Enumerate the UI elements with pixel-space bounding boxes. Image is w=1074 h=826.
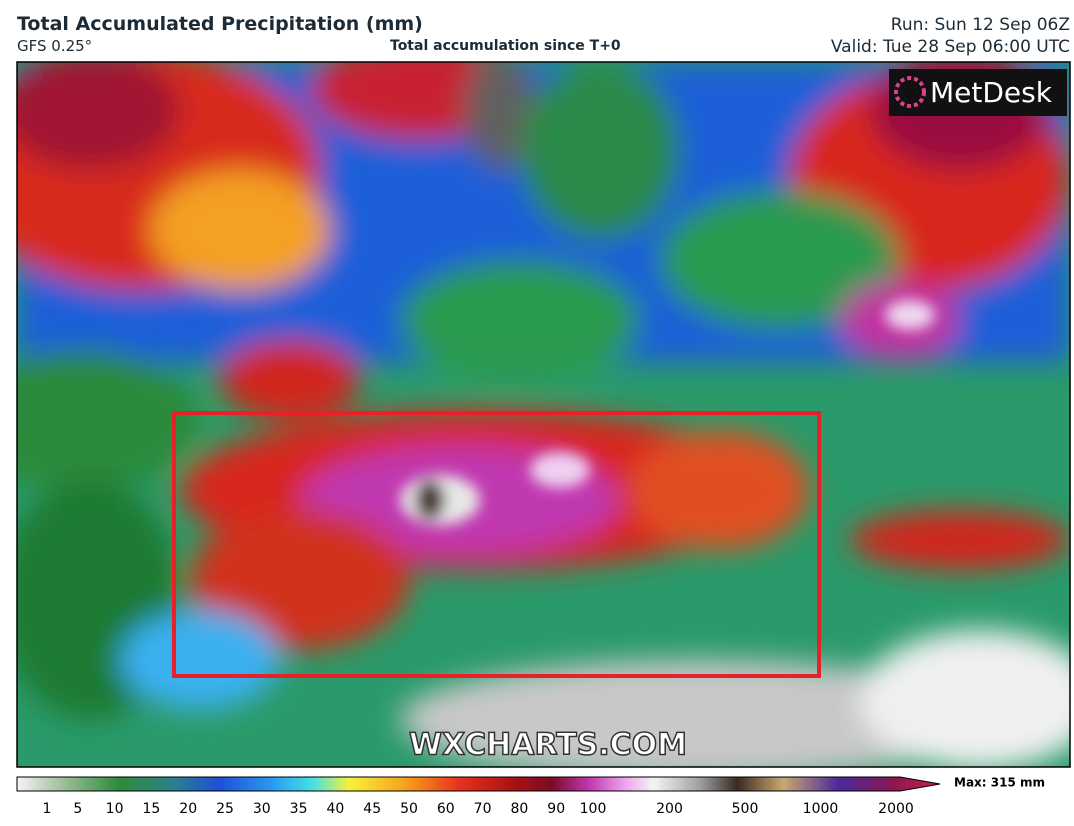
colorbar-tick-label: 200 <box>656 801 683 817</box>
logo-box <box>889 69 1067 116</box>
colorbar-tick-label: 1 <box>43 801 52 817</box>
colorbar-tick-label: 100 <box>580 801 607 817</box>
colorbar-tick-label: 5 <box>73 801 82 817</box>
colorbar-tick-label: 40 <box>326 801 344 817</box>
colorbar-tick-label: 1000 <box>803 801 839 817</box>
colorbar-ticks: 1 5 10 15 20 25 30 35 40 45 50 60 70 80 90 100 200 500 100… <box>43 801 914 817</box>
precip-field <box>17 62 1070 767</box>
colorbar-tick-label: 35 <box>290 801 308 817</box>
colorbar-tick-label: 500 <box>732 801 759 817</box>
run: Run: Sun 12 Sep 06Z <box>890 15 1070 35</box>
colorbar-tick-label: 15 <box>142 801 160 817</box>
logo-icon <box>894 76 926 108</box>
title: Total Accumulated Precipitation (mm) <box>17 13 423 35</box>
colorbar-tick-label: 45 <box>363 801 381 817</box>
colorbar-tick-label: 2000 <box>878 801 914 817</box>
colorbar-tick-label: 50 <box>400 801 418 817</box>
colorbar-tick-label: 90 <box>547 801 565 817</box>
model: GFS 0.25° <box>17 37 93 55</box>
colorbar-tick-label: 25 <box>216 801 234 817</box>
colorbar <box>16 776 941 792</box>
colorbar-tick-label: 60 <box>437 801 455 817</box>
logo-text: MetDesk <box>930 76 1053 109</box>
colorbar-tick-label: 10 <box>106 801 124 817</box>
colorbar-tick-label: 70 <box>474 801 492 817</box>
colorbar-tick-label: 30 <box>253 801 271 817</box>
highlight-box <box>172 411 821 678</box>
watermark: WXCHARTS.COM <box>409 728 687 763</box>
valid: Valid: Tue 28 Sep 06:00 UTC <box>830 37 1070 57</box>
colorbar-tick-label: 20 <box>179 801 197 817</box>
subtitle: Total accumulation since T+0 <box>390 38 621 54</box>
map-frame <box>16 61 1071 768</box>
colorbar-tick-label: 80 <box>510 801 528 817</box>
max-label: Max: 315 mm <box>954 776 1045 790</box>
